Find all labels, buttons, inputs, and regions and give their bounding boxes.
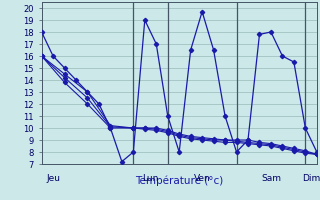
Text: Dim: Dim xyxy=(302,174,320,183)
Text: Sam: Sam xyxy=(261,174,281,183)
Text: Lun: Lun xyxy=(142,174,159,183)
Text: Jeu: Jeu xyxy=(46,174,60,183)
Text: Ven: Ven xyxy=(194,174,211,183)
X-axis label: Température (°c): Température (°c) xyxy=(135,175,223,186)
